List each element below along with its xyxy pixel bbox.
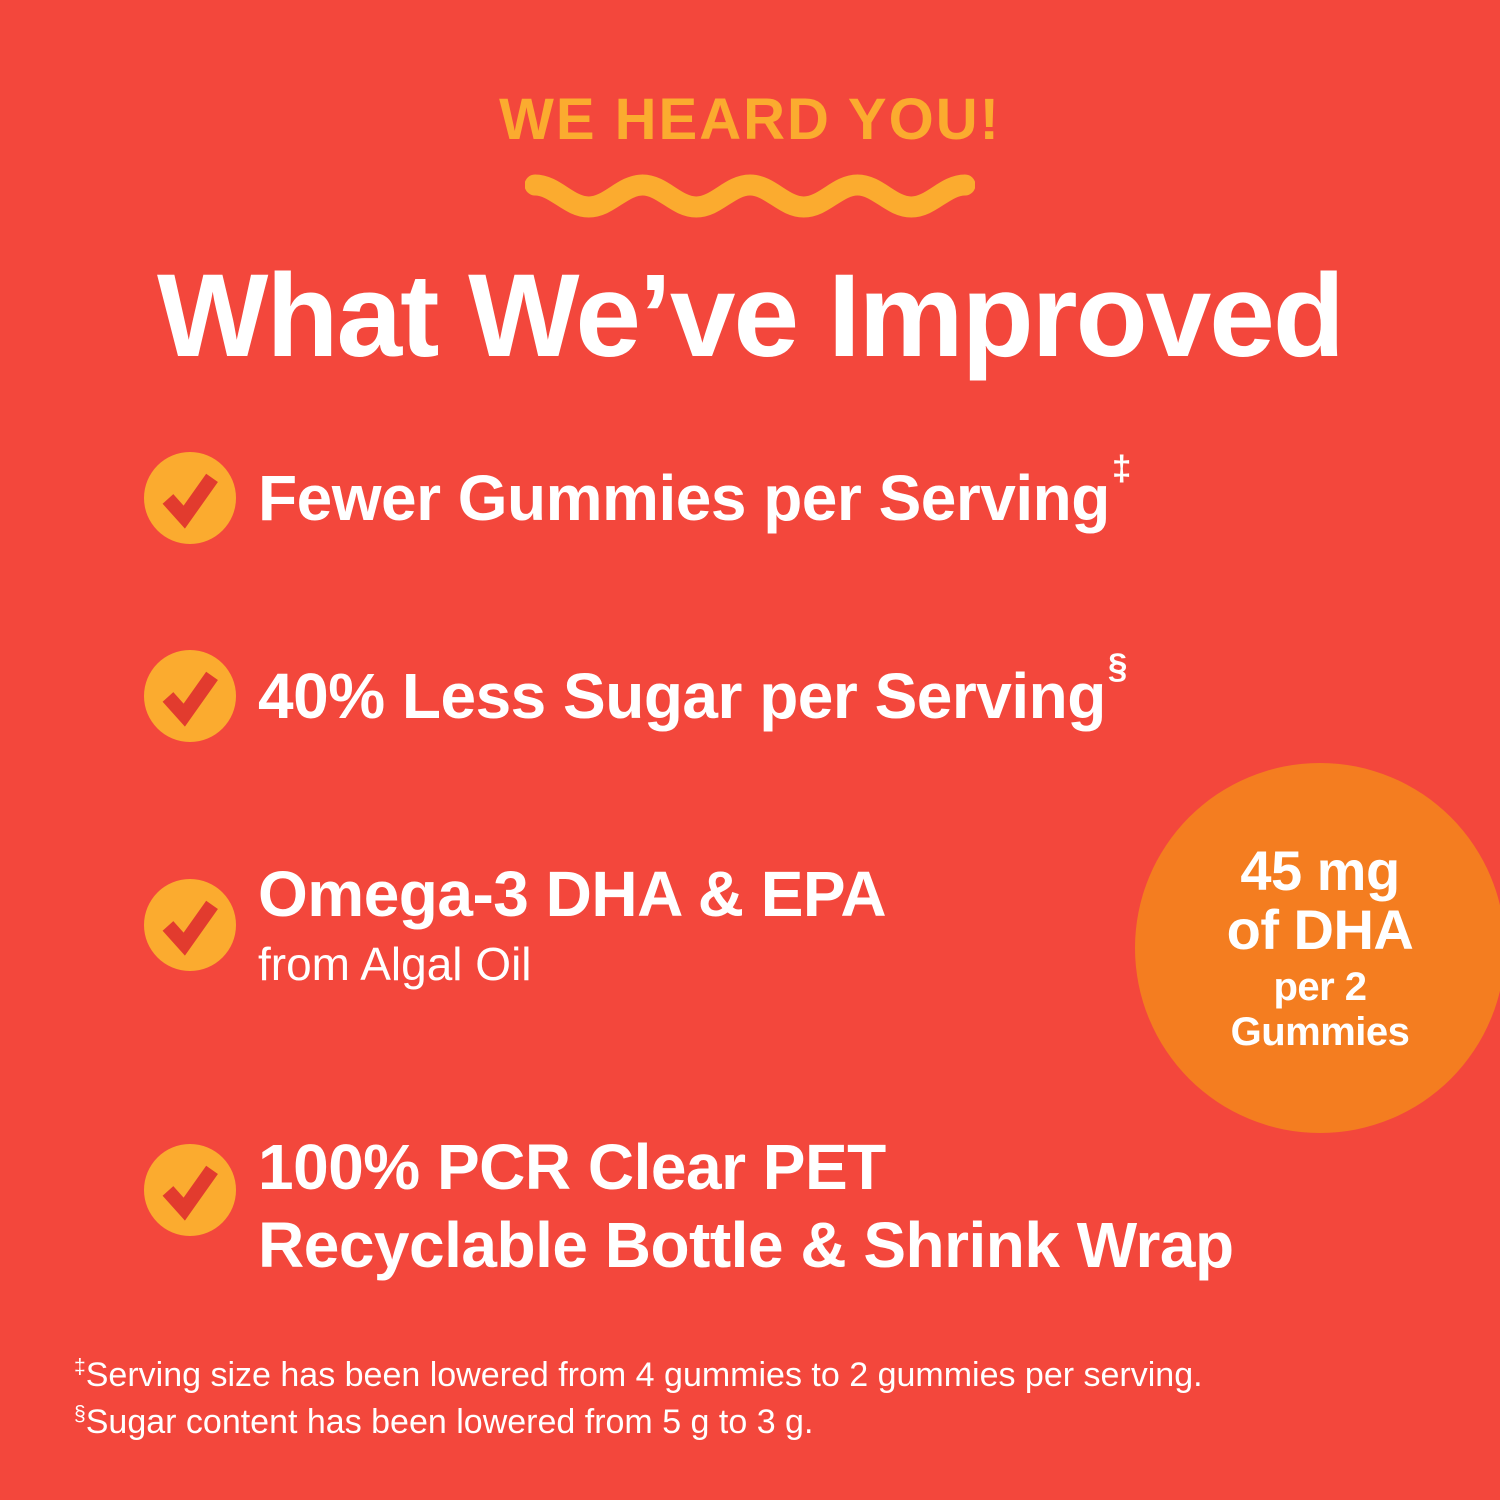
check-icon [144,650,236,742]
benefit-text: Fewer Gummies per Serving [258,462,1110,534]
badge-substance: of DHA [1226,898,1414,961]
check-icon [144,452,236,544]
benefit-subtext: from Algal Oil [258,938,532,990]
footnote-sugar-content: §Sugar content has been lowered from 5 g… [74,1399,1203,1446]
benefit-label: Omega-3 DHA & EPA from Algal Oil [258,855,887,995]
badge-unit-line: Gummies [1230,1010,1410,1054]
benefit-item-fewer-gummies: Fewer Gummies per Serving‡ [144,451,1131,544]
footnote-symbol-dagger: ‡ [74,1355,86,1379]
benefit-item-less-sugar: 40% Less Sugar per Serving§ [144,649,1127,742]
benefit-label: 40% Less Sugar per Serving§ [258,649,1127,732]
benefit-item-omega3: Omega-3 DHA & EPA from Algal Oil [144,855,887,995]
benefit-text: 40% Less Sugar per Serving [258,660,1106,732]
benefit-text-line2: Recyclable Bottle & Shrink Wrap [258,1209,1234,1281]
wavy-underline-icon [525,174,975,218]
footnote-symbol-section: § [74,1402,86,1426]
footnote-marker-section: § [1107,647,1128,687]
eyebrow-heading: WE HEARD YOU! [499,87,1001,152]
check-icon [144,879,236,971]
benefit-text: Omega-3 DHA & EPA [258,858,887,930]
badge-per-line: per 2 [1273,965,1367,1009]
footnote-text: Serving size has been lowered from 4 gum… [85,1356,1203,1394]
check-icon [144,1144,236,1236]
footnote-text: Sugar content has been lowered from 5 g … [85,1403,814,1441]
benefit-label: Fewer Gummies per Serving‡ [258,451,1131,534]
badge-amount: 45 mg [1240,839,1400,902]
benefit-text-line1: 100% PCR Clear PET [258,1131,886,1203]
footnotes: ‡Serving size has been lowered from 4 gu… [74,1352,1203,1446]
footnote-serving-size: ‡Serving size has been lowered from 4 gu… [74,1352,1203,1399]
footnote-marker-dagger: ‡ [1111,449,1132,489]
page-title: What We’ve Improved [157,250,1345,382]
benefit-item-recyclable: 100% PCR Clear PET Recyclable Bottle & S… [144,1128,1234,1284]
benefit-label: 100% PCR Clear PET Recyclable Bottle & S… [258,1128,1234,1284]
dha-amount-badge: 45 mg of DHA per 2 Gummies [1135,763,1500,1133]
